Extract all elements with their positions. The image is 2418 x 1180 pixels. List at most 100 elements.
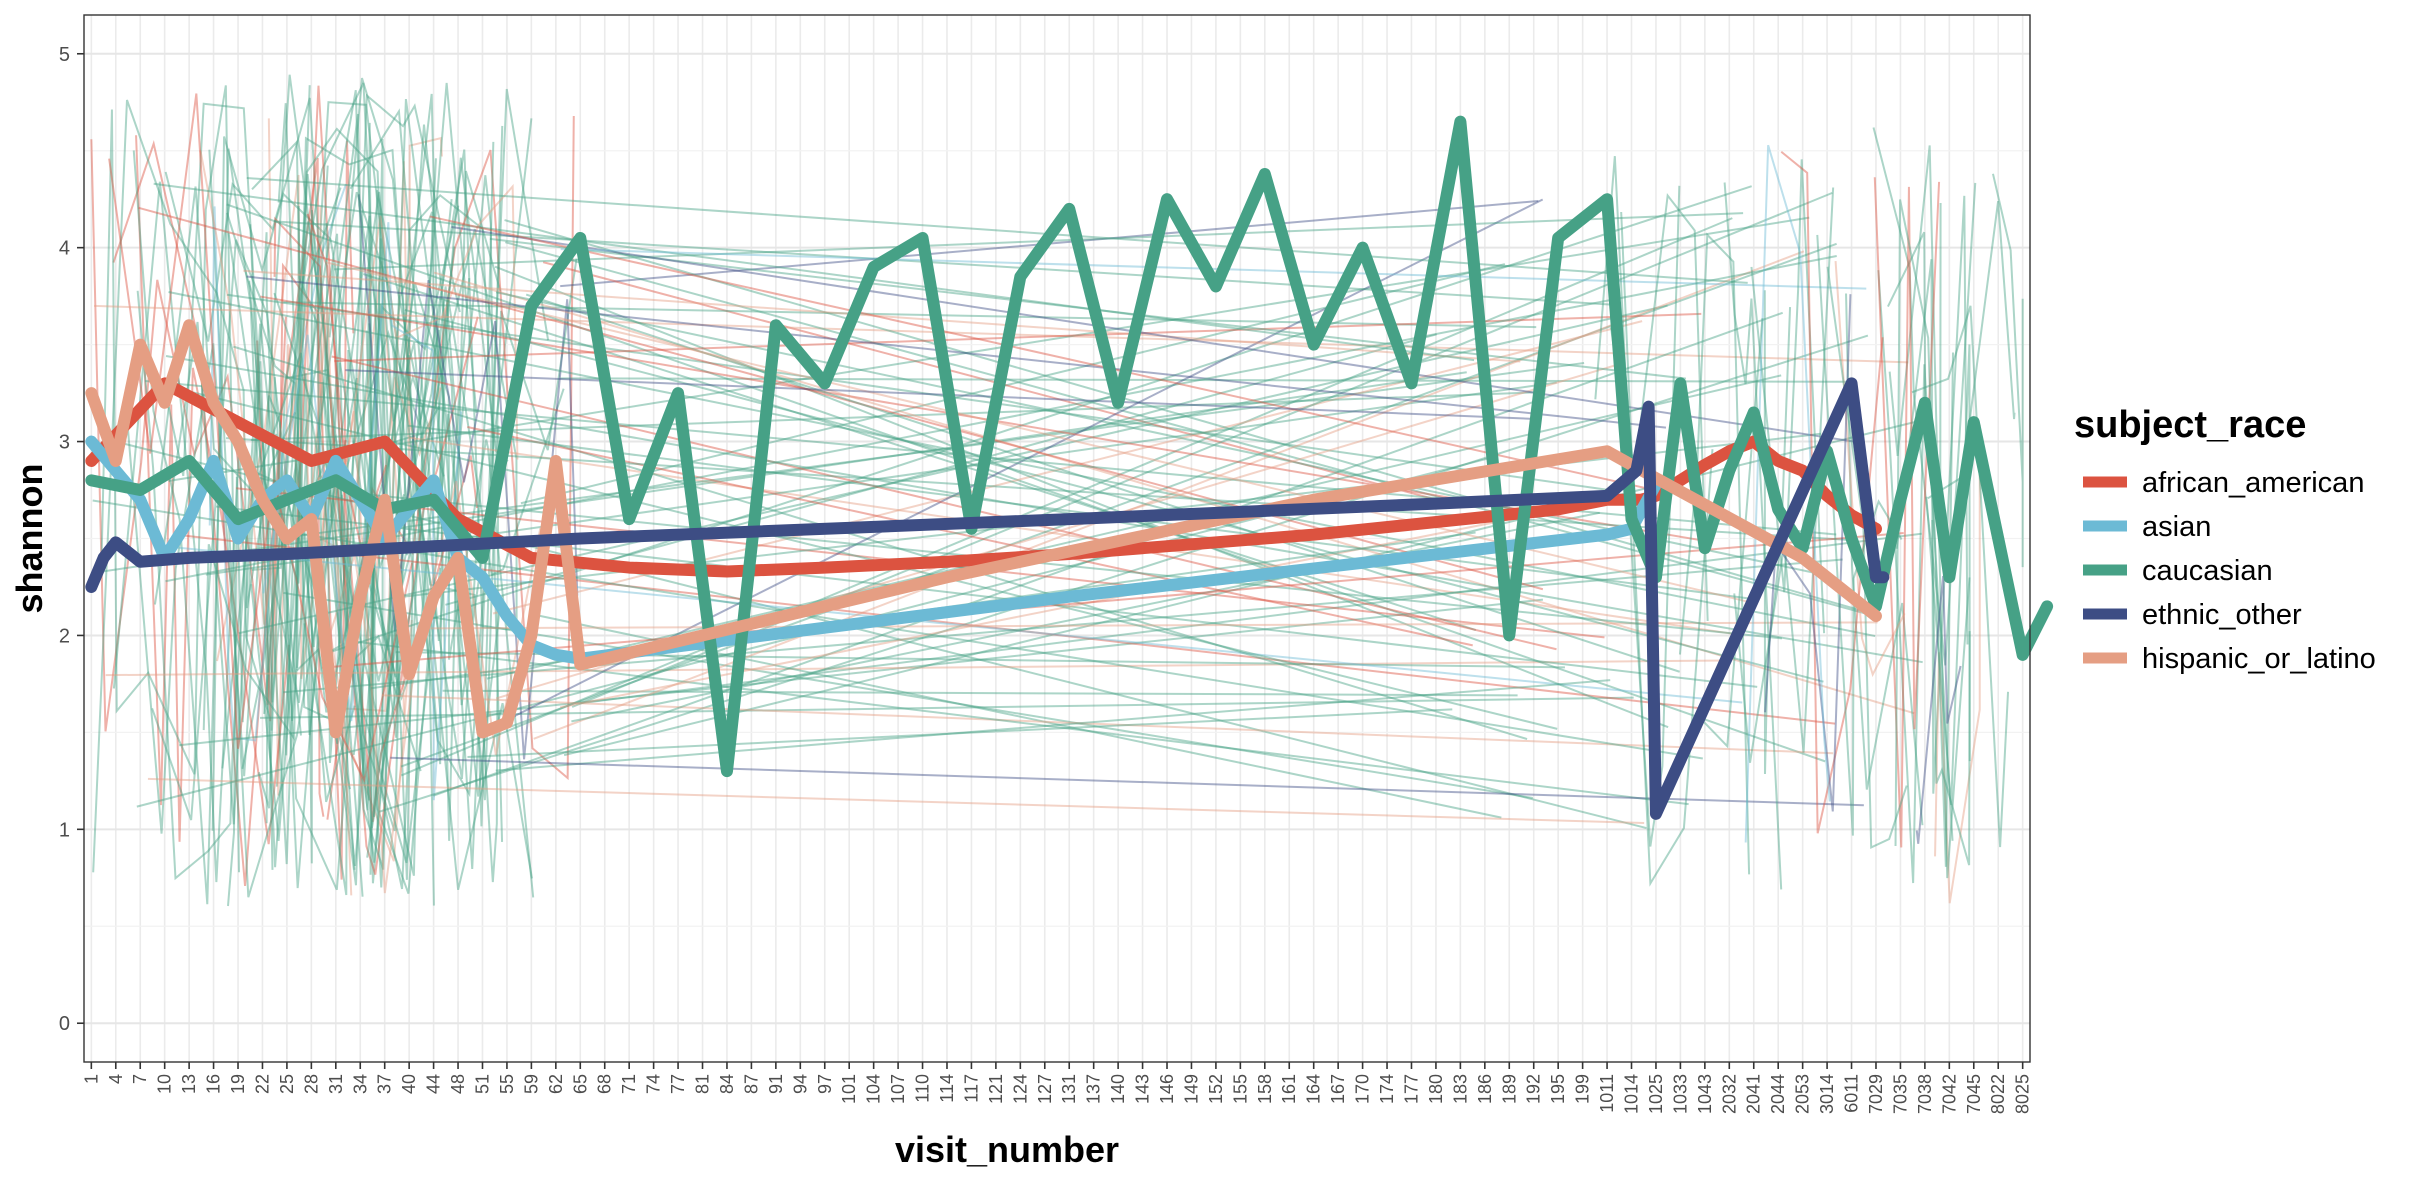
- x-tick-label: 161: [1279, 1074, 1299, 1104]
- x-tick-label: 189: [1499, 1074, 1519, 1104]
- x-tick-label: 146: [1157, 1074, 1177, 1104]
- y-tick-label: 3: [59, 432, 70, 454]
- x-tick-label: 94: [790, 1074, 810, 1094]
- subject-line: [100, 85, 241, 873]
- x-tick-label: 149: [1181, 1074, 1201, 1104]
- subject-line: [328, 88, 550, 884]
- subject-line: [1934, 424, 1981, 904]
- x-tick-label: 51: [472, 1074, 492, 1094]
- subject-line: [165, 355, 1923, 664]
- series-line-hispanic-or-latino: [85, 319, 1882, 739]
- x-tick-label: 1014: [1622, 1074, 1642, 1114]
- legend-label-hispanic-or-latino: hispanic_or_latino: [2142, 643, 2376, 675]
- subject-line: [221, 304, 396, 886]
- x-tick-label: 124: [1010, 1074, 1030, 1104]
- subject-line: [347, 639, 1689, 806]
- series-line-ethnic-other: [85, 377, 1890, 820]
- subject-line: [151, 239, 414, 821]
- x-tick-label: 2053: [1793, 1074, 1813, 1114]
- subject-line: [303, 199, 453, 896]
- x-tick-label: 22: [252, 1074, 272, 1094]
- y-tick-label: 0: [59, 1013, 70, 1035]
- x-tick-label: 7035: [1890, 1074, 1910, 1114]
- x-tick-label: 28: [301, 1074, 321, 1094]
- subject-line: [153, 182, 1475, 362]
- subject-line: [331, 355, 1557, 651]
- subject-line: [273, 157, 509, 876]
- subject-line: [1894, 199, 1954, 867]
- x-tick-label: 87: [741, 1074, 761, 1094]
- subject-line: [168, 291, 1876, 638]
- panel-border: [83, 14, 2031, 1063]
- subject-line: [138, 206, 1544, 591]
- x-tick-label: 127: [1035, 1074, 1055, 1104]
- subject-line: [1723, 182, 1783, 890]
- subject-line: [407, 424, 1755, 601]
- subject-line: [164, 97, 422, 772]
- x-tick-label: 2032: [1719, 1074, 1739, 1114]
- series-line-caucasian: [85, 115, 2054, 778]
- x-tick-label: 55: [497, 1074, 517, 1094]
- x-tick-label: 155: [1230, 1074, 1250, 1104]
- x-tick-label: 152: [1206, 1074, 1226, 1104]
- subject-line: [263, 139, 437, 890]
- subject-line: [250, 391, 1538, 441]
- x-tick-label: 170: [1353, 1074, 1373, 1104]
- subject-line: [390, 756, 1864, 807]
- subject-line: [215, 505, 1758, 688]
- x-tick-label: 183: [1450, 1074, 1470, 1104]
- subject-line: [226, 293, 1610, 492]
- x-axis: 1 4 7 10 13 16 19 22 25 28 31 34 37 40 44 48 51 55 59 62 65 6…: [81, 1062, 2033, 1114]
- x-tick-label: 25: [277, 1074, 297, 1094]
- subject-line: [1826, 266, 1908, 849]
- x-tick-label: 1043: [1695, 1074, 1715, 1114]
- subject-line: [353, 492, 1783, 640]
- subject-line: [369, 125, 504, 875]
- x-tick-label: 1011: [1597, 1074, 1617, 1113]
- subject-line: [495, 679, 1611, 772]
- subject-line: [249, 205, 460, 891]
- x-tick-label: 7038: [1915, 1074, 1935, 1114]
- subject-line: [98, 371, 1467, 573]
- subject-line: [135, 135, 290, 845]
- x-tick-label: 131: [1059, 1074, 1079, 1104]
- x-tick-label: 121: [986, 1074, 1006, 1104]
- x-tick-label: 143: [1133, 1074, 1153, 1104]
- subject-line: [321, 531, 1904, 669]
- subject-line: [433, 271, 1915, 715]
- legend-label-african-american: african_american: [2142, 467, 2364, 499]
- subject-line: [560, 248, 1867, 290]
- y-axis: 0 1 2 3 4 5: [59, 44, 84, 1035]
- x-tick-label: 8025: [2013, 1074, 2033, 1114]
- x-tick-label: 199: [1573, 1074, 1593, 1104]
- subject-line: [112, 139, 325, 886]
- subject-line: [257, 368, 399, 863]
- subject-line: [1816, 234, 1903, 836]
- subject-line: [1845, 293, 1924, 826]
- x-tick-label: 186: [1475, 1074, 1495, 1104]
- subject-line: [283, 591, 1533, 800]
- subject-line: [283, 558, 1843, 694]
- x-tick-label: 104: [864, 1074, 884, 1104]
- x-tick-label: 34: [350, 1074, 370, 1094]
- x-tick-label: 44: [424, 1074, 444, 1094]
- x-tick-label: 1033: [1670, 1074, 1690, 1114]
- subject-line: [381, 694, 1834, 755]
- subject-line: [467, 708, 1453, 758]
- legend-label-asian: asian: [2142, 511, 2211, 543]
- subject-line: [1992, 173, 2024, 568]
- subject-line: [525, 293, 1680, 673]
- x-tick-label: 174: [1377, 1074, 1397, 1104]
- x-tick-label: 97: [815, 1074, 835, 1094]
- series-lines: [85, 115, 2054, 820]
- subject-line: [504, 219, 1862, 612]
- x-tick-label: 71: [619, 1074, 639, 1094]
- subject-line: [275, 136, 435, 906]
- subject-line: [179, 598, 1544, 747]
- subject-line: [299, 362, 1585, 537]
- subject-line: [349, 108, 565, 577]
- x-tick-label: 10: [155, 1074, 175, 1094]
- subject-line: [256, 140, 355, 880]
- subject-line: [285, 82, 502, 841]
- x-tick-label: 180: [1426, 1074, 1446, 1104]
